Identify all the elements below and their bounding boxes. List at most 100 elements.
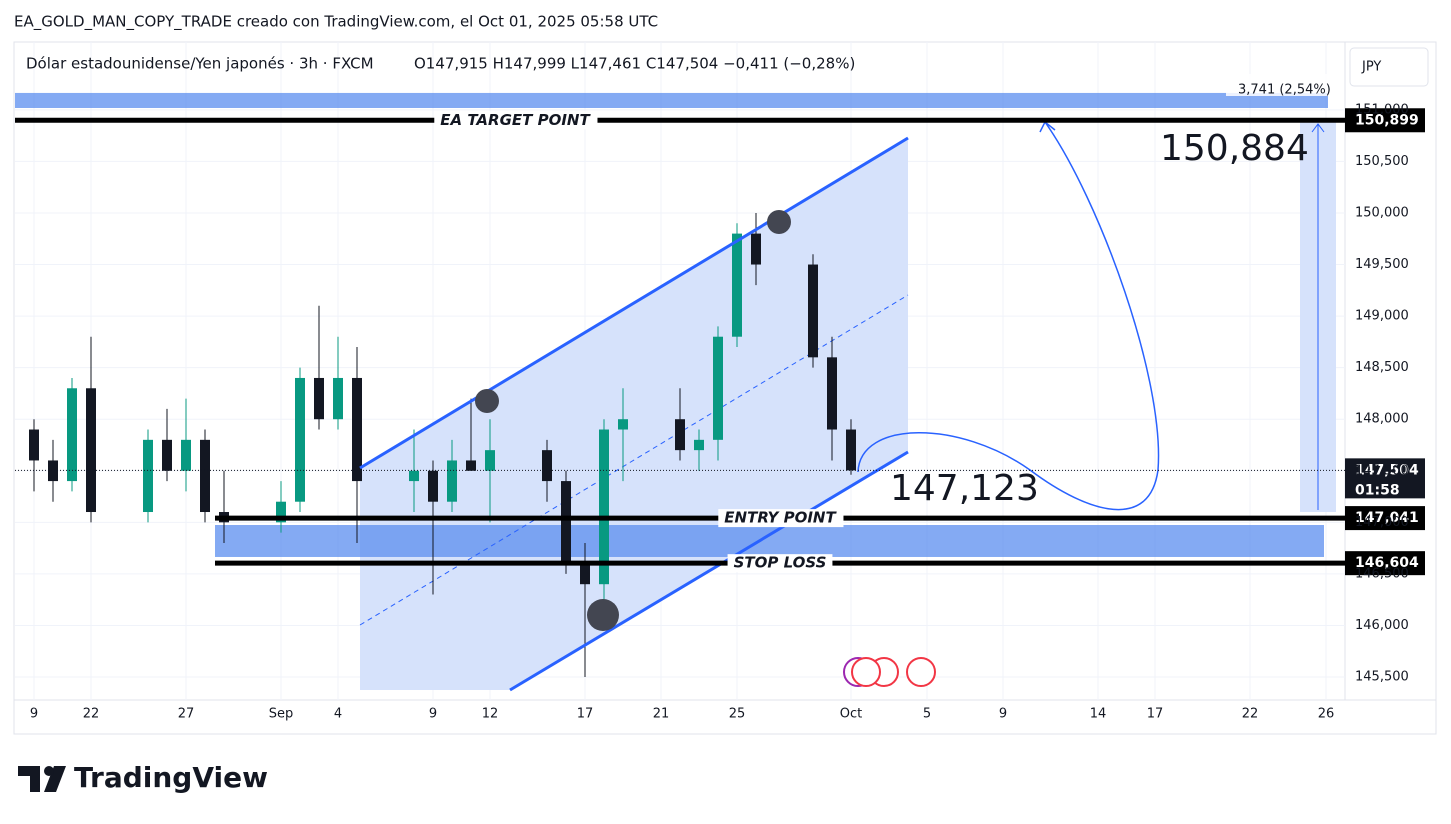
x-tick-label: 9 (999, 707, 1007, 722)
x-tick-label: 25 (729, 707, 746, 722)
currency-label[interactable]: JPY (1361, 60, 1381, 75)
y-tick-label: 148,500 (1355, 360, 1409, 375)
measure-arrowhead (1311, 123, 1325, 133)
measure-label-bg (1226, 74, 1330, 96)
candle-body (466, 460, 476, 471)
candle-body (675, 419, 685, 451)
y-tick-label: 146,000 (1355, 618, 1409, 633)
last-price-tag (1345, 458, 1425, 499)
x-tick-label: 5 (923, 707, 931, 722)
header-title: EA_GOLD_MAN_COPY_TRADE creado con Tradin… (14, 13, 658, 32)
candle-body (485, 450, 495, 471)
level-name-bg (718, 509, 844, 528)
projection-path (857, 121, 1160, 511)
candle-body (751, 233, 761, 265)
y-tick-label: 150,500 (1355, 154, 1409, 169)
level-name-bg (727, 554, 833, 573)
level-tag (1345, 551, 1425, 576)
pivot-marker (475, 389, 499, 413)
candle-body (181, 439, 191, 471)
candle-body (827, 357, 837, 430)
y-tick-label: 146,500 (1355, 566, 1409, 581)
y-tick-label: 147,500 (1355, 463, 1409, 478)
level-tag (1345, 506, 1425, 531)
candle-body (333, 377, 343, 420)
x-tick-label: 9 (30, 707, 38, 722)
y-tick-label: 150,000 (1355, 205, 1409, 220)
pivot-marker (587, 599, 619, 631)
x-tick-label: 27 (178, 707, 195, 722)
level-name: ENTRY POINT (724, 509, 837, 527)
candle-body (48, 460, 58, 482)
levels: 147,504 01:58 EA TARGET POINT 150,899 ENTRY … (15, 108, 1425, 576)
candle-body (713, 336, 723, 440)
ohlc-label: O147,915 H147,999 L147,461 C147,504 −0,4… (414, 55, 855, 73)
y-tick-label: 149,000 (1355, 309, 1409, 324)
candle-body (276, 501, 286, 523)
level-tag (1345, 108, 1425, 133)
candle-body (352, 377, 362, 482)
level-name: STOP LOSS (734, 554, 827, 572)
candles (29, 212, 856, 678)
level-value: 150,899 (1355, 112, 1419, 128)
x-tick-label: 22 (83, 707, 100, 722)
measure-label: 3,741 (2,54%) (1238, 83, 1331, 98)
candle-body (447, 460, 457, 502)
x-tick-label: Oct (840, 707, 862, 722)
zone (15, 92, 1328, 108)
candle-body (694, 439, 704, 451)
x-tick-label: 9 (429, 707, 437, 722)
candle-body (86, 388, 96, 513)
candle-body (29, 429, 39, 461)
x-tick-label: 14 (1090, 707, 1107, 722)
x-tick-label: 4 (334, 707, 342, 722)
candle-body (846, 429, 856, 471)
candle-body (162, 439, 172, 471)
candle-body (314, 377, 324, 420)
symbol-label: Dólar estadounidense/Yen japonés · 3h · … (26, 55, 374, 73)
candle-body (580, 563, 590, 585)
candle-body (732, 233, 742, 337)
candle-body (618, 419, 628, 430)
channel-lower (509, 450, 909, 692)
candle-body (428, 470, 438, 502)
countdown-label: 01:58 (1355, 482, 1400, 498)
y-tick-label: 151,000 (1355, 102, 1409, 117)
candle-body (295, 377, 305, 502)
x-tick-label: 22 (1242, 707, 1259, 722)
pivot-marker (767, 210, 791, 234)
chart-frame (13, 41, 1437, 735)
candle-body (599, 429, 609, 585)
candle-body (542, 450, 552, 482)
x-tick-label: 17 (577, 707, 594, 722)
y-tick-label: 147,000 (1355, 515, 1409, 530)
x-tick-label: 21 (653, 707, 670, 722)
candle-body (143, 439, 153, 513)
level-name: EA TARGET POINT (440, 111, 591, 129)
projection-arrowhead (1039, 120, 1056, 133)
zone (215, 525, 1324, 557)
x-tick-label: 17 (1147, 707, 1164, 722)
level-name-bg (434, 111, 598, 130)
candle-body (409, 470, 419, 482)
candle-body (808, 264, 818, 358)
candle-body (67, 388, 77, 482)
logo-mark (18, 766, 66, 792)
logo-text: TradingView (74, 761, 268, 794)
y-tick-label: 149,500 (1355, 257, 1409, 272)
last-price-label: 147,504 (1355, 462, 1419, 478)
x-tick-label: Sep (269, 707, 294, 722)
y-tick-label: 148,000 (1355, 412, 1409, 427)
entry-annotation: 147,123 (890, 468, 1039, 509)
level-value: 147,041 (1355, 510, 1419, 526)
event-icons (843, 657, 936, 687)
y-tick-label: 145,500 (1355, 670, 1409, 685)
level-value: 146,604 (1355, 555, 1419, 571)
candle-body (561, 481, 571, 564)
currency-button[interactable] (1349, 47, 1429, 87)
channel-fill (360, 138, 908, 690)
x-tick-label: 12 (482, 707, 499, 722)
channel-upper (359, 136, 909, 470)
